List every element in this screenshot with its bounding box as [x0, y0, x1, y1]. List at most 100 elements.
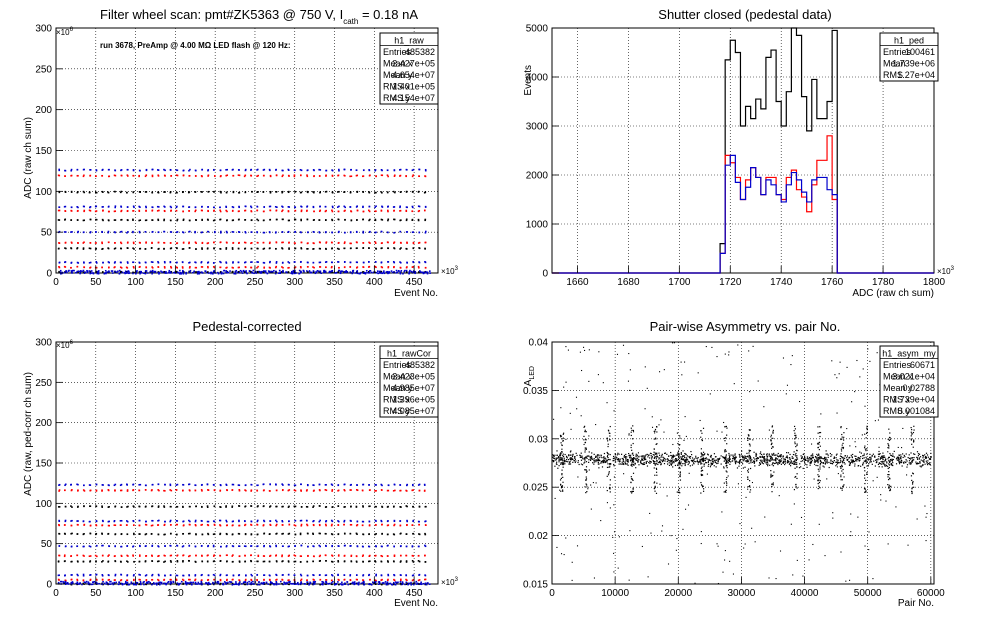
data-point — [425, 579, 427, 581]
data-point — [760, 453, 761, 454]
data-point — [369, 524, 371, 526]
data-point — [289, 582, 291, 584]
data-point — [276, 560, 278, 562]
data-point — [840, 456, 841, 457]
data-point — [375, 545, 377, 547]
data-point — [394, 520, 396, 522]
chart-title: Filter wheel scan: pmt#ZK5363 @ 750 V, I… — [100, 7, 418, 26]
data-point — [873, 461, 874, 462]
data-point — [278, 272, 280, 274]
data-point — [77, 169, 79, 171]
data-point — [844, 462, 845, 463]
data-point — [613, 456, 614, 457]
data-point — [195, 191, 197, 193]
data-point — [393, 210, 395, 212]
y-tick-label: 50 — [41, 228, 53, 239]
data-point — [281, 247, 283, 249]
data-point — [331, 561, 333, 563]
data-point — [115, 219, 117, 221]
data-point — [307, 243, 309, 245]
data-point — [176, 266, 178, 268]
data-point — [282, 191, 284, 193]
data-point — [244, 506, 246, 508]
data-point — [158, 273, 160, 275]
data-point — [189, 169, 191, 171]
data-point — [852, 462, 853, 463]
data-point — [195, 484, 197, 486]
data-point — [930, 453, 931, 454]
data-point — [817, 462, 818, 463]
data-point — [90, 533, 92, 535]
data-point — [405, 579, 407, 581]
data-point — [594, 458, 595, 459]
data-point — [267, 583, 269, 585]
data-point — [356, 231, 358, 233]
data-point — [138, 206, 140, 208]
data-point — [325, 484, 327, 486]
data-point — [368, 169, 370, 171]
data-point — [735, 460, 736, 461]
data-point — [170, 191, 172, 193]
data-point — [71, 520, 73, 522]
data-point — [71, 489, 73, 491]
data-point — [400, 583, 402, 585]
data-point — [889, 464, 890, 465]
data-point — [207, 219, 209, 221]
data-point — [581, 457, 582, 458]
data-point — [71, 546, 73, 548]
data-point — [764, 461, 765, 462]
data-point — [647, 465, 648, 466]
data-point — [583, 458, 584, 459]
y-axis-label: ADC (raw, ped-corr ch sum) — [23, 372, 34, 496]
data-point — [269, 267, 271, 269]
data-point — [65, 210, 67, 212]
data-point — [909, 454, 910, 455]
data-point — [183, 525, 185, 527]
data-point — [214, 231, 216, 233]
data-point — [424, 248, 426, 250]
data-point — [804, 462, 805, 463]
data-point — [628, 459, 629, 460]
data-point — [301, 545, 303, 547]
data-point — [195, 219, 197, 221]
x-tick-label: 0 — [53, 277, 59, 288]
data-point — [158, 175, 160, 177]
data-point — [250, 583, 252, 585]
data-point — [820, 464, 821, 465]
x-tick-label: 100 — [127, 277, 144, 288]
data-point — [876, 461, 877, 462]
data-point — [208, 575, 210, 577]
data-point — [734, 455, 735, 456]
data-point — [71, 579, 73, 581]
data-point — [195, 170, 197, 172]
data-point — [353, 270, 355, 272]
data-point — [307, 205, 309, 207]
data-point — [164, 266, 166, 268]
data-point — [177, 545, 179, 547]
data-point — [863, 455, 864, 456]
data-point — [375, 520, 377, 522]
data-point — [827, 453, 828, 454]
data-point — [313, 270, 315, 272]
data-point — [325, 271, 327, 273]
data-point — [115, 505, 117, 507]
data-point — [114, 560, 116, 562]
data-point — [853, 460, 854, 461]
data-point — [318, 521, 320, 523]
data-point — [647, 461, 648, 462]
data-point — [58, 582, 60, 584]
data-point — [387, 241, 389, 243]
x-tick-label: 200 — [207, 277, 224, 288]
data-point — [754, 462, 755, 463]
data-point — [676, 455, 677, 456]
data-point — [64, 206, 66, 208]
data-point — [207, 247, 209, 249]
data-point — [170, 524, 172, 526]
data-point — [783, 458, 784, 459]
data-point — [816, 454, 817, 455]
data-point — [826, 450, 827, 451]
data-point — [574, 460, 575, 461]
data-point — [263, 248, 265, 250]
data-point — [189, 490, 191, 492]
